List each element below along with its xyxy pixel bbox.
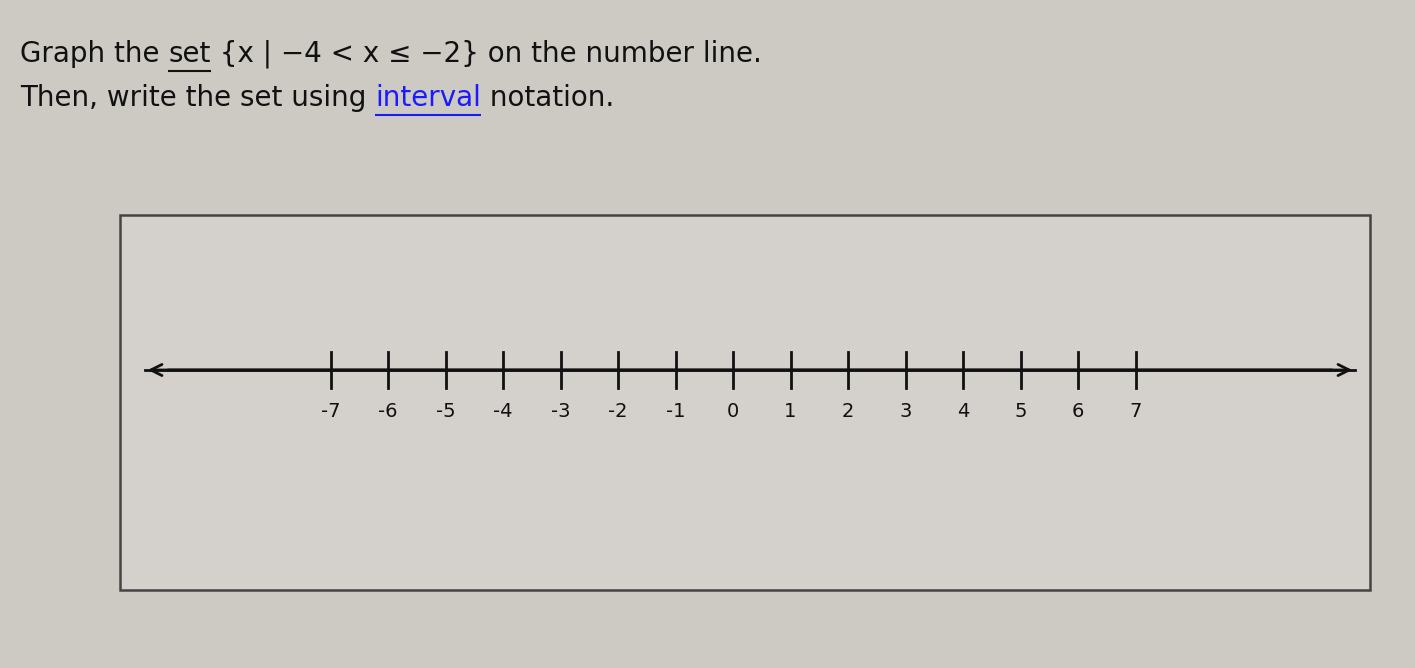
Text: 6: 6 <box>1071 402 1084 421</box>
Text: notation.: notation. <box>481 84 614 112</box>
Text: -2: -2 <box>608 402 628 421</box>
Text: -6: -6 <box>378 402 398 421</box>
Text: 1: 1 <box>784 402 797 421</box>
Text: Then, write the set using: Then, write the set using <box>20 84 375 112</box>
Text: interval: interval <box>375 84 481 112</box>
Bar <box>120 215 1370 590</box>
Text: -3: -3 <box>550 402 570 421</box>
Text: Graph the: Graph the <box>20 40 168 68</box>
Text: {x | −4 < x ≤ −2} on the number line.: {x | −4 < x ≤ −2} on the number line. <box>211 40 761 69</box>
Text: -7: -7 <box>321 402 340 421</box>
Text: 2: 2 <box>842 402 855 421</box>
Text: 4: 4 <box>957 402 969 421</box>
Text: set: set <box>168 40 211 68</box>
Text: 3: 3 <box>900 402 911 421</box>
Text: -5: -5 <box>436 402 456 421</box>
Text: 7: 7 <box>1129 402 1142 421</box>
Text: -4: -4 <box>494 402 512 421</box>
Text: -1: -1 <box>665 402 685 421</box>
Text: 0: 0 <box>727 402 739 421</box>
Text: 5: 5 <box>1015 402 1027 421</box>
